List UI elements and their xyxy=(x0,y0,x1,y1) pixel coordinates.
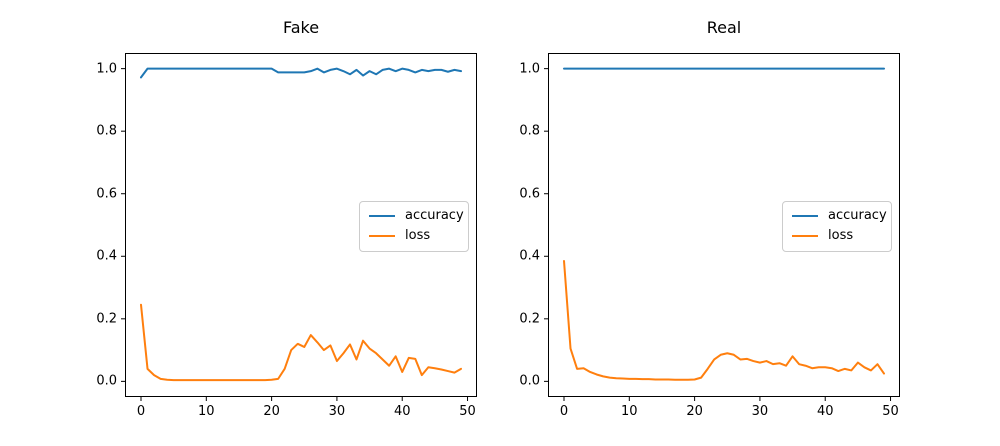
y-tick-label: 0.8 xyxy=(519,123,540,139)
y-tick-label: 0.8 xyxy=(96,123,117,139)
y-tick-label: 0.6 xyxy=(519,186,540,202)
y-tick-label: 1.0 xyxy=(519,61,540,77)
x-tick-label: 50 xyxy=(459,404,476,419)
y-tick-label: 0.6 xyxy=(96,186,117,202)
x-tick-label: 40 xyxy=(816,404,834,419)
chart-title-fake: Fake xyxy=(282,18,320,37)
axes-spines xyxy=(548,53,900,397)
y-tick-label: 0.4 xyxy=(519,248,540,264)
accuracy-line-sample xyxy=(369,215,395,218)
x-tick-label: 50 xyxy=(882,404,899,419)
x-tick-label: 10 xyxy=(621,404,638,419)
axes-spines xyxy=(125,53,477,397)
x-tick-label: 0 xyxy=(559,404,569,419)
legend-item-loss: loss xyxy=(792,228,883,244)
y-tick-label: 0.2 xyxy=(519,311,540,327)
loss-line-sample xyxy=(792,235,818,238)
x-tick-label: 20 xyxy=(686,404,703,419)
legend-fake: accuracy loss xyxy=(359,201,469,252)
x-tick-label: 40 xyxy=(393,404,411,419)
accuracy-line-sample xyxy=(792,215,818,218)
plot-canvas xyxy=(544,53,900,401)
x-tick-label: 20 xyxy=(263,404,280,419)
loss-line-sample xyxy=(369,235,395,238)
x-tick-label: 10 xyxy=(198,404,215,419)
legend-item-accuracy: accuracy xyxy=(369,208,464,223)
legend-label-loss: loss xyxy=(828,228,854,244)
loss-line xyxy=(140,303,462,382)
x-tick-label: 0 xyxy=(136,404,146,419)
plot-area-real: accuracy loss 0 10 20 30 40 50 0.0 0.2 0.4 0.6 0.8… xyxy=(519,53,900,418)
y-tick-label: 0.0 xyxy=(519,373,540,389)
legend-item-loss: loss xyxy=(369,228,460,244)
chart-title-real: Real xyxy=(706,18,742,37)
legend-real: accuracy loss xyxy=(782,201,892,252)
accuracy-line xyxy=(140,67,462,79)
plot-area-fake: accuracy loss 0 10 20 30 40 50 0.0 0.2 0.4 0.6 0.8… xyxy=(96,53,477,418)
legend-label-loss: loss xyxy=(405,228,431,244)
y-tick-label: 1.0 xyxy=(96,61,117,77)
legend-label-accuracy: accuracy xyxy=(828,208,887,223)
y-tick-label: 0.2 xyxy=(96,311,117,327)
y-tick-label: 0.0 xyxy=(96,373,117,389)
loss-line xyxy=(563,259,885,381)
y-tick-label: 0.4 xyxy=(96,248,117,264)
x-tick-label: 30 xyxy=(328,404,346,419)
plot-canvas xyxy=(121,53,477,401)
legend-label-accuracy: accuracy xyxy=(405,208,464,223)
legend-item-accuracy: accuracy xyxy=(792,208,887,223)
x-tick-label: 30 xyxy=(751,404,769,419)
